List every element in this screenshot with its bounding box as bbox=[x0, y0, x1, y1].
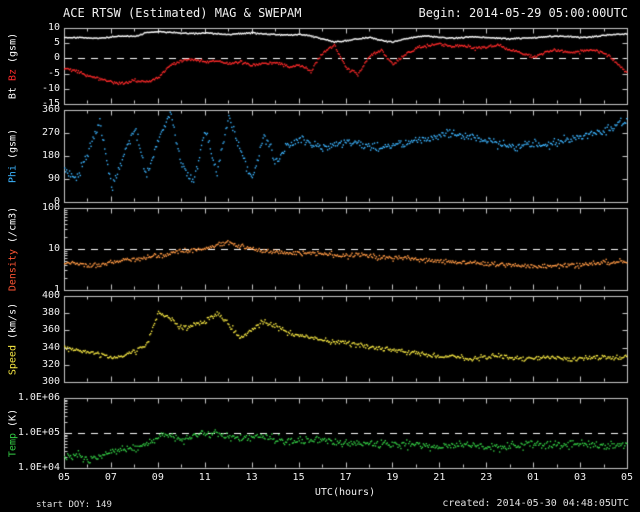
y-axis-label-density: Density (/cm3) bbox=[8, 207, 19, 291]
x-tick-label: 09 bbox=[151, 472, 164, 483]
y-tick-label: 1.0E+04 bbox=[17, 462, 60, 473]
x-tick-label: 05 bbox=[620, 472, 634, 483]
y-axis-label-part: (gsm) bbox=[7, 32, 19, 63]
y-tick-label: 180 bbox=[41, 150, 60, 161]
x-tick-label: 13 bbox=[245, 472, 258, 483]
x-tick-label: 03 bbox=[574, 472, 587, 483]
x-tick-label: 05 bbox=[57, 472, 71, 483]
y-tick-label: 10 bbox=[47, 243, 60, 254]
y-axis-label-part: Bt bbox=[7, 81, 19, 100]
y-tick-label: 100 bbox=[41, 202, 60, 213]
y-axis-label-temp: Temp (K) bbox=[8, 409, 19, 457]
y-axis-label-part: (/cm3) bbox=[7, 206, 19, 243]
x-tick-label: 11 bbox=[198, 472, 211, 483]
y-axis-label-mag: Bt Bz (gsm) bbox=[8, 33, 19, 99]
y-axis-label-part: Temp bbox=[7, 426, 19, 458]
y-tick-label: 400 bbox=[41, 290, 60, 301]
x-tick-label: 07 bbox=[104, 472, 117, 483]
y-tick-label: 0 bbox=[53, 196, 60, 207]
y-axis-label-phi: Phi (gsm) bbox=[8, 129, 19, 183]
y-axis-label-part: (gsm) bbox=[7, 128, 19, 160]
x-tick-label: 17 bbox=[339, 472, 352, 483]
y-tick-label: 1.0E+05 bbox=[17, 427, 60, 438]
x-tick-label: 15 bbox=[292, 472, 305, 483]
y-tick-label: 10 bbox=[47, 22, 60, 33]
y-tick-label: 360 bbox=[41, 324, 60, 336]
y-tick-label: 360 bbox=[41, 104, 60, 115]
y-tick-label: 320 bbox=[41, 358, 60, 370]
y-tick-label: 380 bbox=[41, 307, 60, 319]
y-tick-label: 0 bbox=[53, 52, 60, 64]
created-timestamp: created: 2014-05-30 04:48:05UTC bbox=[442, 498, 629, 509]
y-tick-label: -10 bbox=[41, 82, 60, 94]
x-tick-label: 01 bbox=[527, 472, 540, 483]
y-axis-label-part: Density bbox=[7, 242, 19, 292]
y-tick-label: 340 bbox=[41, 341, 60, 353]
y-axis-label-part: Speed bbox=[7, 339, 19, 376]
x-axis-label: UTC(hours) bbox=[314, 487, 376, 498]
y-tick-label: 270 bbox=[41, 127, 60, 138]
x-tick-label: 21 bbox=[433, 472, 446, 483]
y-axis-label-speed: Speed (km/s) bbox=[8, 303, 19, 375]
start-doy-label: start DOY: 149 bbox=[36, 500, 112, 510]
y-tick-label: -15 bbox=[41, 98, 60, 109]
y-axis-label-part: (K) bbox=[7, 408, 19, 427]
y-axis-label-part: (km/s) bbox=[7, 302, 19, 339]
y-tick-label: -5 bbox=[47, 67, 60, 79]
x-tick-label: 23 bbox=[480, 472, 493, 483]
y-tick-label: 1.0E+06 bbox=[17, 392, 60, 403]
x-tick-label: 19 bbox=[386, 472, 399, 483]
y-axis-label-part: Bz bbox=[7, 62, 19, 82]
y-tick-label: 90 bbox=[47, 173, 60, 184]
y-axis-label-part: Phi bbox=[7, 159, 19, 184]
y-tick-label: 5 bbox=[53, 37, 60, 49]
y-tick-label: 300 bbox=[41, 376, 60, 387]
y-tick-label: 1 bbox=[53, 284, 60, 295]
